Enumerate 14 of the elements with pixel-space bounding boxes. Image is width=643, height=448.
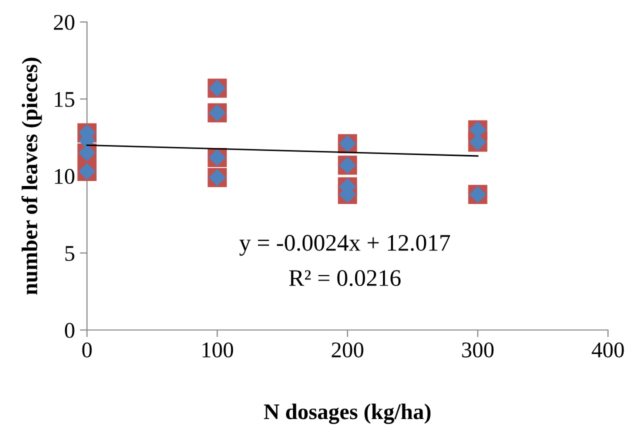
y-tick-label: 0 <box>64 322 74 338</box>
y-tick-label: 10 <box>54 168 74 184</box>
y-tick-label: 15 <box>54 92 74 107</box>
annotation: y = -0.0024x + 12.017 <box>239 234 450 256</box>
y-axis-title: number of leaves (pieces) <box>21 58 42 295</box>
x-tick-label: 300 <box>462 342 494 358</box>
x-tick-label: 0 <box>82 342 92 358</box>
x-tick-label: 200 <box>332 342 364 358</box>
x-tick-label: 400 <box>592 342 624 358</box>
y-tick-label: 20 <box>54 14 74 30</box>
y-tick-label: 5 <box>65 246 74 261</box>
annotation: R² = 0.0216 <box>289 270 401 286</box>
x-axis-title: N dosages (kg/ha) <box>264 404 430 424</box>
x-tick-label: 100 <box>202 342 234 358</box>
